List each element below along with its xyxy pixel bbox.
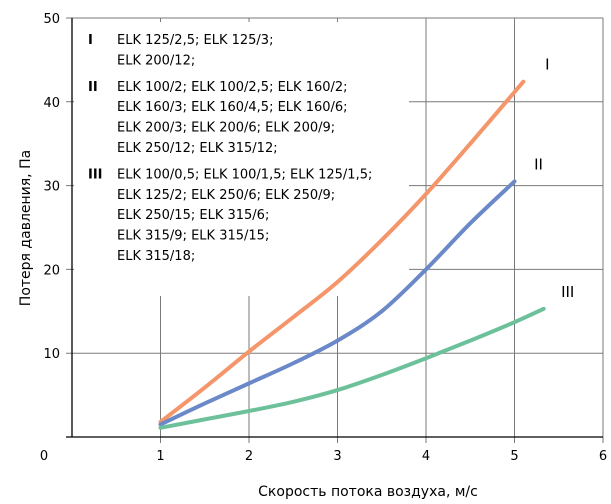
series-line-I <box>158 79 526 424</box>
x-tick-label: 4 <box>422 449 430 464</box>
legend-entry-text: ELK 125/2; ELK 250/6; ELK 250/9; <box>117 188 335 203</box>
x-tick-label: 6 <box>599 449 607 464</box>
legend-entry-text: ELK 250/15; ELK 315/6; <box>117 208 269 223</box>
x-tick-label: 3 <box>333 449 341 464</box>
tick-labels: 0 1 2 3 4 5 6 10 20 30 40 50 <box>40 12 607 464</box>
y-tick-label: 20 <box>43 263 60 278</box>
legend-group-number: I <box>88 33 93 48</box>
series-line-III <box>158 306 546 430</box>
legend-entry-text: ELK 250/12; ELK 315/12; <box>117 141 278 156</box>
legend: I ELK 125/2,5; ELK 125/3; ELK 200/12; II ELK… <box>88 33 372 264</box>
x-tick-label: 2 <box>245 449 253 464</box>
y-tick-label: 40 <box>43 96 60 111</box>
legend-entry-text: ELK 200/12; <box>117 53 195 68</box>
legend-group-number: III <box>88 167 103 182</box>
y-axis-label: Потеря давления, Па <box>18 150 34 306</box>
series-line-II <box>158 179 517 427</box>
x-tick-label: 5 <box>510 449 518 464</box>
legend-entry-text: ELK 160/3; ELK 160/4,5; ELK 160/6; <box>117 100 348 115</box>
axes <box>66 18 603 438</box>
series-lines <box>158 79 546 430</box>
y-tick-label: 30 <box>43 180 60 195</box>
legend-entry-text: ELK 100/0,5; ELK 100/1,5; ELK 125/1,5; <box>117 167 372 182</box>
legend-entry-text: ELK 100/2; ELK 100/2,5; ELK 160/2; <box>117 80 348 95</box>
series-label-I: I <box>545 56 549 74</box>
legend-entry-text: ELK 200/3; ELK 200/6; ELK 200/9; <box>117 121 335 136</box>
x-axis-label: Скорость потока воздуха, м/с <box>258 484 478 500</box>
legend-entry-text: ELK 125/2,5; ELK 125/3; <box>117 33 273 48</box>
legend-background <box>74 22 409 296</box>
legend-entry-text: ELK 315/18; <box>117 249 195 264</box>
legend-group-number: II <box>88 80 98 95</box>
x-tick-label: 1 <box>156 449 164 464</box>
series-label-III: III <box>561 283 574 301</box>
y-tick-label: 10 <box>43 347 60 362</box>
legend-entry-text: ELK 315/9; ELK 315/15; <box>117 229 269 244</box>
y-tick-label: 50 <box>43 12 60 27</box>
x-tick-label: 0 <box>40 449 48 464</box>
series-label-II: II <box>534 155 543 173</box>
